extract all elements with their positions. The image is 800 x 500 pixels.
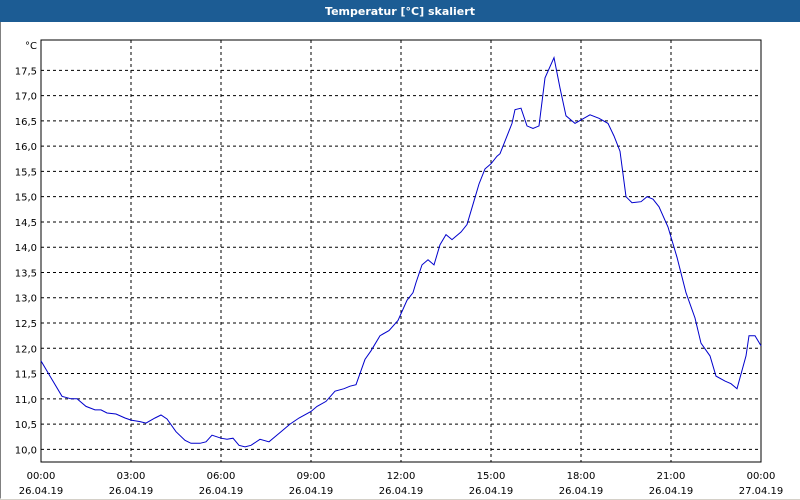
plot-area — [40, 39, 762, 463]
x-tick-date-label: 26.04.19 — [379, 486, 424, 497]
y-tick-label: 13,0 — [15, 294, 37, 305]
x-tick-time-label: 12:00 — [387, 471, 416, 482]
y-tick-label: 13,5 — [15, 268, 37, 279]
y-axis-unit-label: °C — [25, 41, 37, 52]
x-tick-time-label: 06:00 — [207, 471, 236, 482]
y-tick-label: 14,5 — [15, 218, 37, 229]
x-tick-date-label: 27.04.19 — [739, 486, 784, 497]
x-tick-time-label: 09:00 — [297, 471, 326, 482]
chart-frame: 10,0 10,5 11,0 11,5 12,0 12,5 13,0 13,5 14,0 14,5… — [0, 22, 800, 499]
x-tick-date-label: 26.04.19 — [19, 486, 64, 497]
x-tick-date-label: 26.04.19 — [469, 486, 514, 497]
x-tick-time-label: 18:00 — [567, 471, 596, 482]
x-tick-date-label: 26.04.19 — [289, 486, 334, 497]
x-tick-time-label: 00:00 — [27, 471, 56, 482]
x-tick-date-label: 26.04.19 — [649, 486, 694, 497]
y-tick-label: 14,0 — [15, 243, 37, 254]
y-axis-ticks: 10,0 10,5 11,0 11,5 12,0 12,5 13,0 13,5 14,0 14,5… — [15, 66, 37, 456]
y-tick-label: 10,0 — [15, 445, 37, 456]
x-tick-time-label: 21:00 — [657, 471, 686, 482]
x-axis-ticks: 00:00 26.04.19 03:00 26.04.19 06:00 26.04.19 0… — [19, 471, 784, 497]
y-tick-label: 11,0 — [15, 395, 37, 406]
chart-window-title: Temperatur [°C] skaliert — [0, 0, 800, 23]
chart-series — [40, 56, 762, 448]
x-tick-date-label: 26.04.19 — [199, 486, 244, 497]
y-tick-label: 15,0 — [15, 193, 37, 204]
temperature-chart: 10,0 10,5 11,0 11,5 12,0 12,5 13,0 13,5 14,0 14,5… — [15, 39, 784, 497]
chart-grid — [41, 40, 761, 462]
y-tick-label: 16,0 — [15, 142, 37, 153]
y-tick-label: 15,5 — [15, 167, 37, 178]
x-tick-time-label: 03:00 — [117, 471, 146, 482]
x-tick-time-label: 00:00 — [747, 471, 776, 482]
y-tick-label: 17,5 — [15, 66, 37, 77]
y-tick-label: 16,5 — [15, 117, 37, 128]
y-tick-label: 12,5 — [15, 319, 37, 330]
y-tick-label: 17,0 — [15, 92, 37, 103]
x-tick-date-label: 26.04.19 — [559, 486, 604, 497]
y-tick-label: 12,0 — [15, 344, 37, 355]
x-tick-date-label: 26.04.19 — [109, 486, 154, 497]
temperature-series-line — [40, 56, 762, 448]
y-tick-label: 11,5 — [15, 370, 37, 381]
y-tick-label: 10,5 — [15, 420, 37, 431]
x-tick-time-label: 15:00 — [477, 471, 506, 482]
